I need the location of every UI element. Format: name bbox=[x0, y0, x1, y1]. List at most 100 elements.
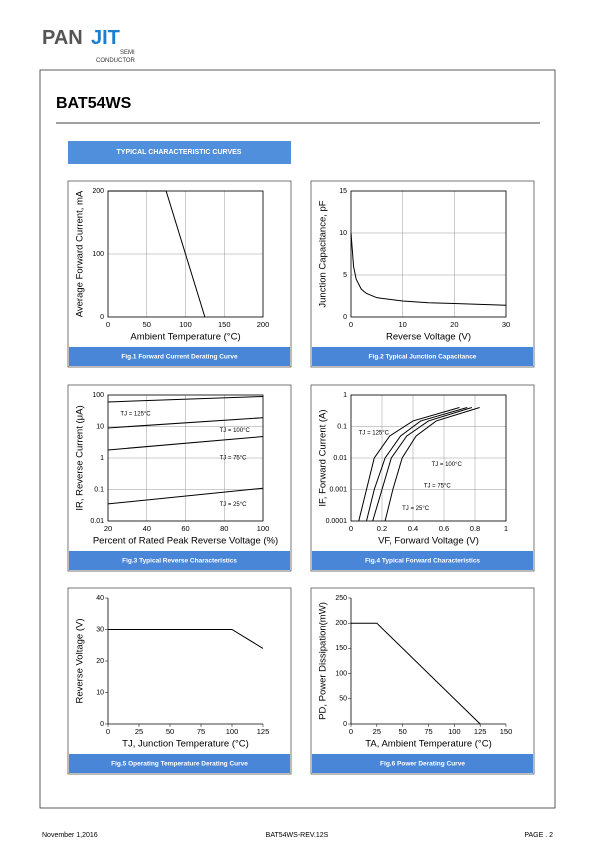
x-tick-label: 100 bbox=[257, 524, 270, 533]
x-tick-label: 125 bbox=[474, 727, 487, 736]
plot-frame bbox=[350, 394, 507, 522]
y-tick-label: 40 bbox=[96, 595, 104, 602]
y-tick-label: 0 bbox=[343, 314, 347, 321]
x-tick-label: 150 bbox=[218, 320, 231, 329]
y-tick-label: 200 bbox=[335, 620, 347, 627]
x-tick-label: 100 bbox=[226, 727, 239, 736]
x-tick-label: 150 bbox=[500, 727, 513, 736]
figure-caption: Fig.1 Forward Current Derating Curve bbox=[121, 354, 238, 361]
x-tick-label: 0.4 bbox=[408, 524, 418, 533]
x-tick-label: 80 bbox=[220, 524, 228, 533]
series-label: TJ = 25°C bbox=[220, 502, 248, 508]
logo-left: PAN bbox=[42, 27, 83, 49]
series-label: TJ = 25°C bbox=[402, 506, 430, 512]
footer-page: PAGE . 2 bbox=[524, 832, 553, 839]
x-tick-label: 20 bbox=[450, 320, 458, 329]
caption-bar bbox=[69, 754, 290, 773]
y-tick-label: 100 bbox=[335, 670, 347, 677]
y-tick-label: 0 bbox=[100, 721, 104, 728]
caption-bar bbox=[312, 551, 533, 570]
x-axis-label: Percent of Rated Peak Reverse Voltage (%… bbox=[93, 536, 278, 547]
y-tick-label: 150 bbox=[335, 645, 347, 652]
x-axis-label: Ambient Temperature (°C) bbox=[130, 332, 240, 343]
caption-bar bbox=[312, 754, 533, 773]
data-line bbox=[107, 395, 264, 403]
x-tick-label: 0.2 bbox=[377, 524, 387, 533]
series-label: TJ = 75°C bbox=[220, 456, 248, 462]
y-tick-label: 50 bbox=[339, 696, 347, 703]
x-tick-label: 25 bbox=[373, 727, 381, 736]
y-axis-label: IF, Forward Current (A) bbox=[318, 409, 329, 506]
x-tick-label: 0 bbox=[349, 320, 353, 329]
data-line bbox=[108, 190, 206, 318]
y-tick-label: 15 bbox=[339, 188, 347, 195]
y-tick-label: 100 bbox=[92, 251, 104, 258]
data-line bbox=[372, 407, 473, 522]
y-tick-label: 5 bbox=[343, 272, 347, 279]
figure-panel bbox=[310, 180, 535, 368]
x-tick-label: 40 bbox=[143, 524, 151, 533]
series-label: TJ = 100°C bbox=[432, 462, 463, 468]
y-tick-label: 0.01 bbox=[333, 455, 347, 462]
axes bbox=[107, 598, 263, 725]
x-tick-label: 30 bbox=[502, 320, 510, 329]
series-label: TJ = 125°C bbox=[120, 411, 151, 417]
series-label: TJ = 125°C bbox=[359, 430, 390, 436]
caption-bar bbox=[312, 347, 533, 366]
y-tick-label: 10 bbox=[339, 230, 347, 237]
x-tick-label: 20 bbox=[104, 524, 112, 533]
axes bbox=[350, 598, 506, 725]
data-line bbox=[107, 436, 264, 451]
series-label: TJ = 100°C bbox=[220, 428, 251, 434]
y-tick-label: 200 bbox=[92, 188, 104, 195]
y-tick-label: 100 bbox=[92, 392, 104, 399]
caption-bar bbox=[69, 551, 290, 570]
y-tick-label: 1 bbox=[343, 392, 347, 399]
x-tick-label: 25 bbox=[135, 727, 143, 736]
plot-frame bbox=[107, 394, 264, 522]
data-line bbox=[366, 407, 468, 522]
logo-sub: SEMI bbox=[120, 50, 135, 56]
y-tick-label: 30 bbox=[96, 626, 104, 633]
footer-date: November 1,2016 bbox=[42, 832, 98, 839]
y-tick-label: 250 bbox=[335, 595, 347, 602]
x-tick-label: 50 bbox=[398, 727, 406, 736]
y-axis-label: PD, Power Dissipation(mW) bbox=[318, 602, 329, 720]
figure-caption: Fig.6 Power Derating Curve bbox=[380, 761, 465, 768]
x-tick-label: 0.6 bbox=[439, 524, 449, 533]
figure-panel bbox=[310, 587, 535, 775]
x-tick-label: 1 bbox=[504, 524, 508, 533]
data-line bbox=[384, 407, 480, 522]
x-tick-label: 100 bbox=[448, 727, 461, 736]
x-tick-label: 50 bbox=[143, 320, 151, 329]
x-tick-label: 75 bbox=[424, 727, 432, 736]
y-tick-label: 0.001 bbox=[329, 486, 347, 493]
y-axis-label: Junction Capacitance, pF bbox=[318, 200, 329, 307]
figure-caption: Fig.5 Operating Temperature Derating Cur… bbox=[111, 761, 248, 768]
x-tick-label: 0 bbox=[106, 727, 110, 736]
y-tick-label: 0.01 bbox=[90, 518, 104, 525]
figure-panel bbox=[310, 384, 535, 572]
y-axis-label: Reverse Voltage (V) bbox=[75, 618, 86, 703]
x-tick-label: 0 bbox=[349, 524, 353, 533]
plot-frame bbox=[350, 190, 507, 318]
y-tick-label: 0 bbox=[100, 314, 104, 321]
logo-sub: CONDUCTOR bbox=[96, 58, 136, 64]
y-tick-label: 0.1 bbox=[337, 423, 347, 430]
y-tick-label: 10 bbox=[96, 423, 104, 430]
y-tick-label: 20 bbox=[96, 658, 104, 665]
x-tick-label: 200 bbox=[257, 320, 270, 329]
y-axis-label: IR, Reverse Current (μA) bbox=[75, 405, 86, 510]
y-axis-label: Average Forward Current, mA bbox=[75, 190, 86, 317]
x-tick-label: 0.8 bbox=[470, 524, 480, 533]
figure-panel bbox=[67, 587, 292, 775]
plot-frame bbox=[107, 190, 264, 318]
y-tick-label: 0 bbox=[343, 721, 347, 728]
figure-caption: Fig.2 Typical Junction Capacitance bbox=[369, 354, 477, 361]
section-title: TYPICAL CHARACTERISTIC CURVES bbox=[117, 149, 242, 156]
logo-right: JIT bbox=[91, 27, 120, 49]
x-tick-label: 60 bbox=[181, 524, 189, 533]
x-tick-label: 0 bbox=[349, 727, 353, 736]
